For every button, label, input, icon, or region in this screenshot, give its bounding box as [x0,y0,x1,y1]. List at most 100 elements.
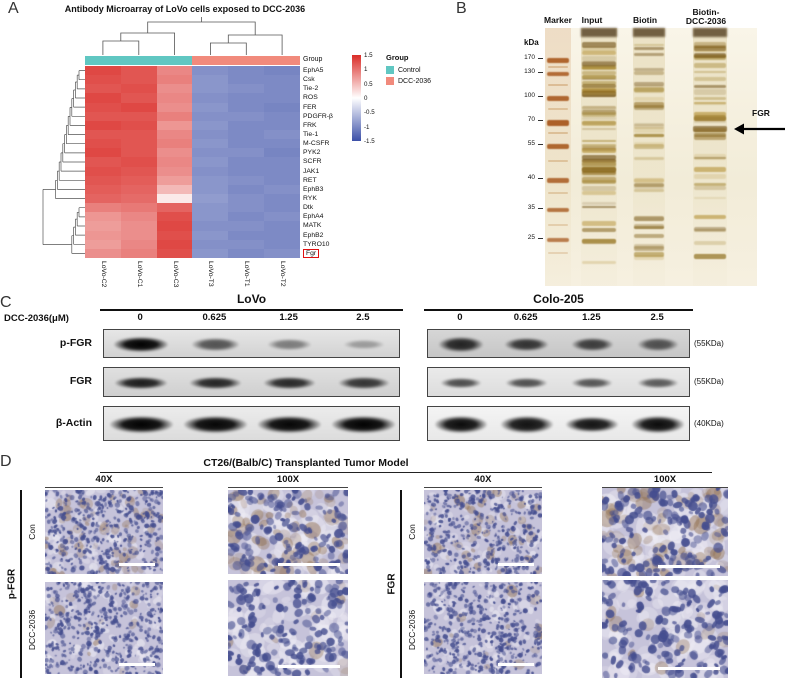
panel-a-label: A [8,0,19,17]
heatmap-cell [264,239,300,249]
gel-band [582,159,616,163]
treatment-label: DCC-2036 [27,609,37,651]
gel-lane-header: Biotin- DCC-2036 [685,7,727,27]
heatmap-cell [192,248,229,258]
heatmap-cell [85,111,121,121]
annotation-bar-label: Group [303,56,323,63]
blot-image [427,329,690,358]
fgr-arrow-icon [734,123,785,135]
gel-band [694,46,726,52]
heatmap-cell [85,184,121,194]
gel-band [582,162,616,168]
scale-bar [658,565,720,568]
protein-band [184,416,247,433]
heatmap-cell [228,203,265,213]
gel-band [582,85,616,90]
heatmap-cell [120,139,157,149]
gel-band [634,104,664,111]
gel-band [582,167,616,170]
gel-band [694,101,726,105]
gel-band [582,239,616,245]
heatmap-row-label: EphA4 [303,213,324,221]
gel-band [694,76,726,81]
gel-band [582,42,616,49]
heatmap-cell [120,194,157,204]
gel-band [582,90,616,95]
heatmap-cell [228,84,265,94]
magnification-underline [45,487,163,488]
scale-bar [278,665,340,668]
heatmap-row-label: Tie-2 [303,85,319,93]
heatmap-cell [156,203,193,213]
heatmap-cell [192,239,229,249]
heatmap-cell [228,166,265,176]
heatmap-cell [156,239,193,249]
gel-band [634,68,664,72]
gel-band [582,120,616,125]
heatmap-cell [85,194,121,204]
heatmap-column-label: LoVo-C2 [99,261,107,288]
heatmap-row-label: PYK2 [303,149,321,157]
gel-band [582,146,616,151]
histology-image [602,488,728,576]
heatmap-row-label: RET [303,176,317,184]
gel-band [634,184,664,189]
heatmap-cell [156,184,193,194]
marker-tick [538,178,543,179]
dose-row: 0 0.625 1.25 2.5 [103,312,400,323]
heatmap-cell [85,157,121,167]
heatmap-cell [228,230,265,240]
heatmap-cell [264,148,300,158]
heatmap-row-label: PDGFR-β [303,112,333,120]
heatmap-cell [156,120,193,130]
gel-band [582,110,616,115]
heatmap-cell [264,75,300,85]
heatmap-cell [192,102,229,112]
heatmap-cell [228,139,265,149]
gel-band [634,233,664,238]
heatmap-color-scale [352,55,361,141]
heatmap-cell [156,93,193,103]
gel-band [582,46,616,51]
heatmap-cell [85,120,121,130]
gel-band [582,167,616,173]
heatmap-cell [85,130,121,140]
gel-band [582,128,616,131]
protein-band [434,416,488,433]
heatmap-row-label: M-CSFR [303,140,330,148]
heatmap-cell [156,248,193,258]
heatmap-cell [120,212,157,222]
heatmap-cell [85,102,121,112]
heatmap-cell [228,93,265,103]
heatmap-cell [156,111,193,121]
marker-band-faint [548,224,568,226]
heatmap-cell [120,248,157,258]
marker-tick [538,238,543,239]
legend-item: Control [386,66,431,74]
protein-band [109,416,173,433]
row-dendrogram [42,70,85,254]
heatmap-cell [192,203,229,213]
blot-image [427,367,690,397]
protein-band [631,416,685,433]
gel-band [582,177,616,182]
protein-band [191,338,239,351]
gel-band [582,89,616,95]
biotin-lane-well [633,28,665,37]
heatmap-cell [192,111,229,121]
magnification-header: 40X [95,474,113,485]
blot-size-label: (55KDa) [694,377,724,386]
panel-a-title: Antibody Microarray of LoVo cells expose… [64,4,306,14]
heatmap-cell [192,148,229,158]
protein-band [115,376,168,390]
heatmap-cell [85,221,121,231]
heatmap-cell [120,203,157,213]
heatmap-row-label: Dtk [303,204,314,212]
heatmap-cell [85,139,121,149]
gel-band [582,116,616,121]
gel-band [582,177,616,183]
heatmap-cell [192,175,229,185]
heatmap-cell [156,148,193,158]
heatmap-cell [192,212,229,222]
